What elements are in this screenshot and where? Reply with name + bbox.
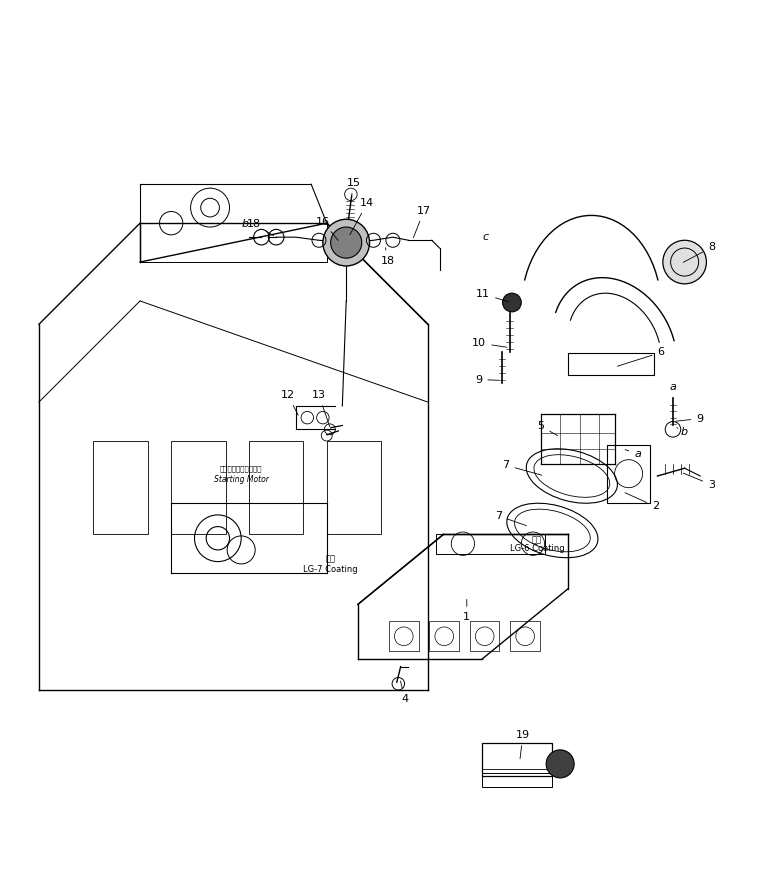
Text: 7: 7	[495, 511, 527, 526]
Text: 15: 15	[347, 178, 361, 197]
Text: LG-6 Coating: LG-6 Coating	[510, 544, 564, 554]
Text: 1: 1	[464, 600, 470, 622]
Circle shape	[663, 240, 706, 284]
Bar	[429, 622, 459, 651]
Bar	[93, 441, 148, 534]
Text: 7: 7	[503, 460, 542, 475]
Text: 18: 18	[247, 219, 274, 235]
Bar	[470, 622, 499, 651]
Text: a: a	[625, 449, 641, 459]
Text: 9: 9	[475, 375, 499, 385]
Text: 6: 6	[617, 348, 664, 366]
Text: 4: 4	[401, 681, 408, 704]
Bar	[249, 441, 303, 534]
Bar	[327, 441, 381, 534]
Bar	[482, 743, 552, 775]
Text: c: c	[482, 232, 489, 243]
Text: LG-7 Coating: LG-7 Coating	[303, 564, 358, 573]
Text: 18: 18	[380, 248, 394, 265]
Bar	[389, 622, 419, 651]
Bar	[171, 441, 226, 534]
Text: b: b	[241, 219, 248, 229]
Text: 10: 10	[472, 338, 506, 348]
Bar	[510, 622, 540, 651]
Text: 14: 14	[350, 198, 374, 235]
Text: 19: 19	[516, 730, 530, 759]
Text: スターティングモータ: スターティングモータ	[220, 465, 262, 472]
Text: 17: 17	[413, 206, 431, 237]
Text: 12: 12	[281, 390, 298, 415]
Text: 塗布: 塗布	[532, 535, 541, 544]
Text: b: b	[677, 427, 688, 437]
Text: 9: 9	[676, 414, 703, 423]
Text: 2: 2	[625, 493, 659, 512]
Circle shape	[503, 293, 521, 312]
Bar	[568, 353, 654, 375]
Text: 5: 5	[538, 422, 558, 436]
Circle shape	[331, 227, 362, 258]
Circle shape	[323, 220, 370, 266]
Text: 8: 8	[683, 243, 715, 262]
Circle shape	[546, 750, 574, 778]
Text: 13: 13	[312, 390, 330, 427]
Text: Starting Motor: Starting Motor	[214, 475, 268, 484]
Text: 11: 11	[476, 289, 509, 302]
Bar	[436, 534, 545, 554]
Text: a: a	[669, 383, 676, 392]
Text: 3: 3	[683, 473, 715, 490]
Text: 16: 16	[316, 217, 338, 241]
Bar	[607, 445, 650, 504]
Text: 塗布: 塗布	[326, 555, 335, 564]
Bar	[482, 774, 552, 788]
